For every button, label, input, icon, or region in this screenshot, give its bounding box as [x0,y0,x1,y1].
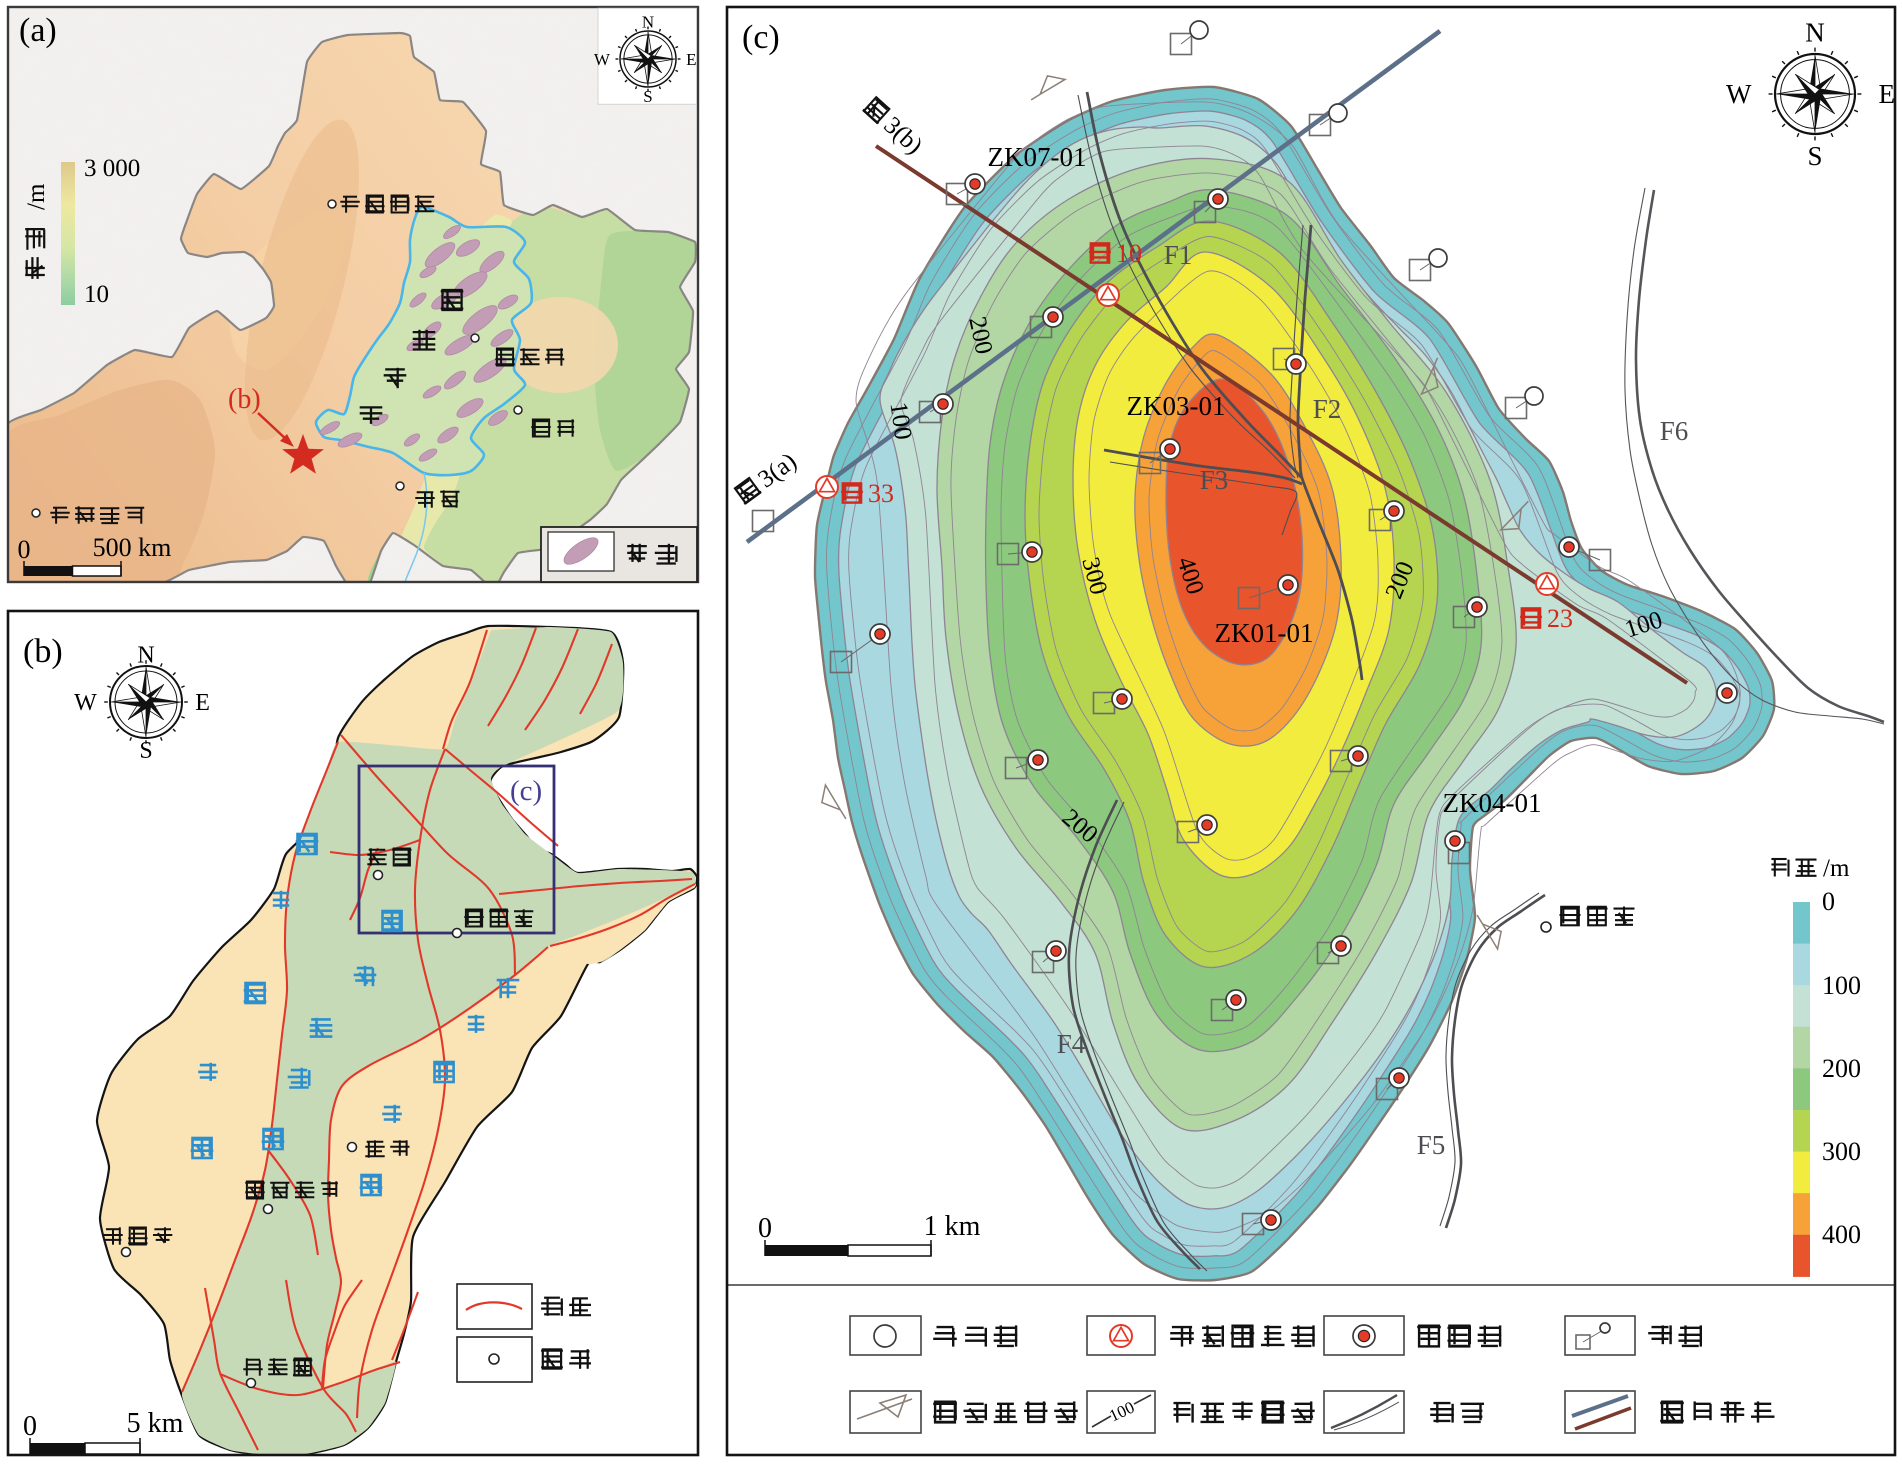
svg-text:F3: F3 [1200,465,1229,495]
svg-text:ZK01-01: ZK01-01 [1215,618,1314,648]
svg-text:100: 100 [884,401,916,442]
svg-text:S: S [643,87,652,106]
svg-text:500 km: 500 km [93,533,172,562]
svg-text:W: W [1726,79,1752,109]
svg-text:100: 100 [1822,971,1861,1000]
svg-text:F6: F6 [1660,416,1689,446]
svg-text:E: E [686,50,696,69]
svg-text:0: 0 [1822,887,1835,916]
svg-text:E: E [195,690,210,716]
svg-text:F2: F2 [1313,394,1342,424]
svg-text:5 km: 5 km [127,1408,184,1439]
svg-text:N: N [1805,17,1825,47]
svg-text:33: 33 [868,479,894,508]
svg-text:ZK03-01: ZK03-01 [1127,391,1226,421]
svg-text:/m: /m [1823,855,1850,882]
svg-text:10: 10 [1116,239,1142,268]
svg-text:200: 200 [1822,1054,1861,1083]
svg-text:400: 400 [1822,1220,1861,1249]
svg-text:S: S [139,738,152,764]
svg-text:(b): (b) [23,633,63,670]
svg-text:E: E [1879,79,1896,109]
svg-text:N: N [137,642,154,668]
svg-text:W: W [74,690,97,716]
svg-text:ZK04-01: ZK04-01 [1443,788,1542,818]
svg-text:F1: F1 [1164,240,1193,270]
svg-text:(c): (c) [510,775,542,807]
svg-text:0: 0 [23,1411,37,1442]
svg-text:0: 0 [18,535,31,564]
svg-text:(c): (c) [742,19,780,56]
svg-text:23: 23 [1547,604,1573,633]
svg-text:F5: F5 [1417,1130,1446,1160]
svg-text:1 km: 1 km [924,1211,981,1242]
svg-text:300: 300 [1822,1137,1861,1166]
svg-text:F4: F4 [1057,1029,1086,1059]
svg-text:(a): (a) [19,12,57,49]
svg-text:ZK07-01: ZK07-01 [988,142,1087,172]
svg-text:(b): (b) [228,384,261,415]
svg-text:0: 0 [758,1213,772,1244]
svg-text:10: 10 [84,281,109,308]
svg-text:W: W [594,50,611,69]
svg-text:/m: /m [23,183,50,210]
svg-text:3 000: 3 000 [84,155,140,182]
svg-text:N: N [642,13,654,32]
svg-text:S: S [1807,141,1822,171]
